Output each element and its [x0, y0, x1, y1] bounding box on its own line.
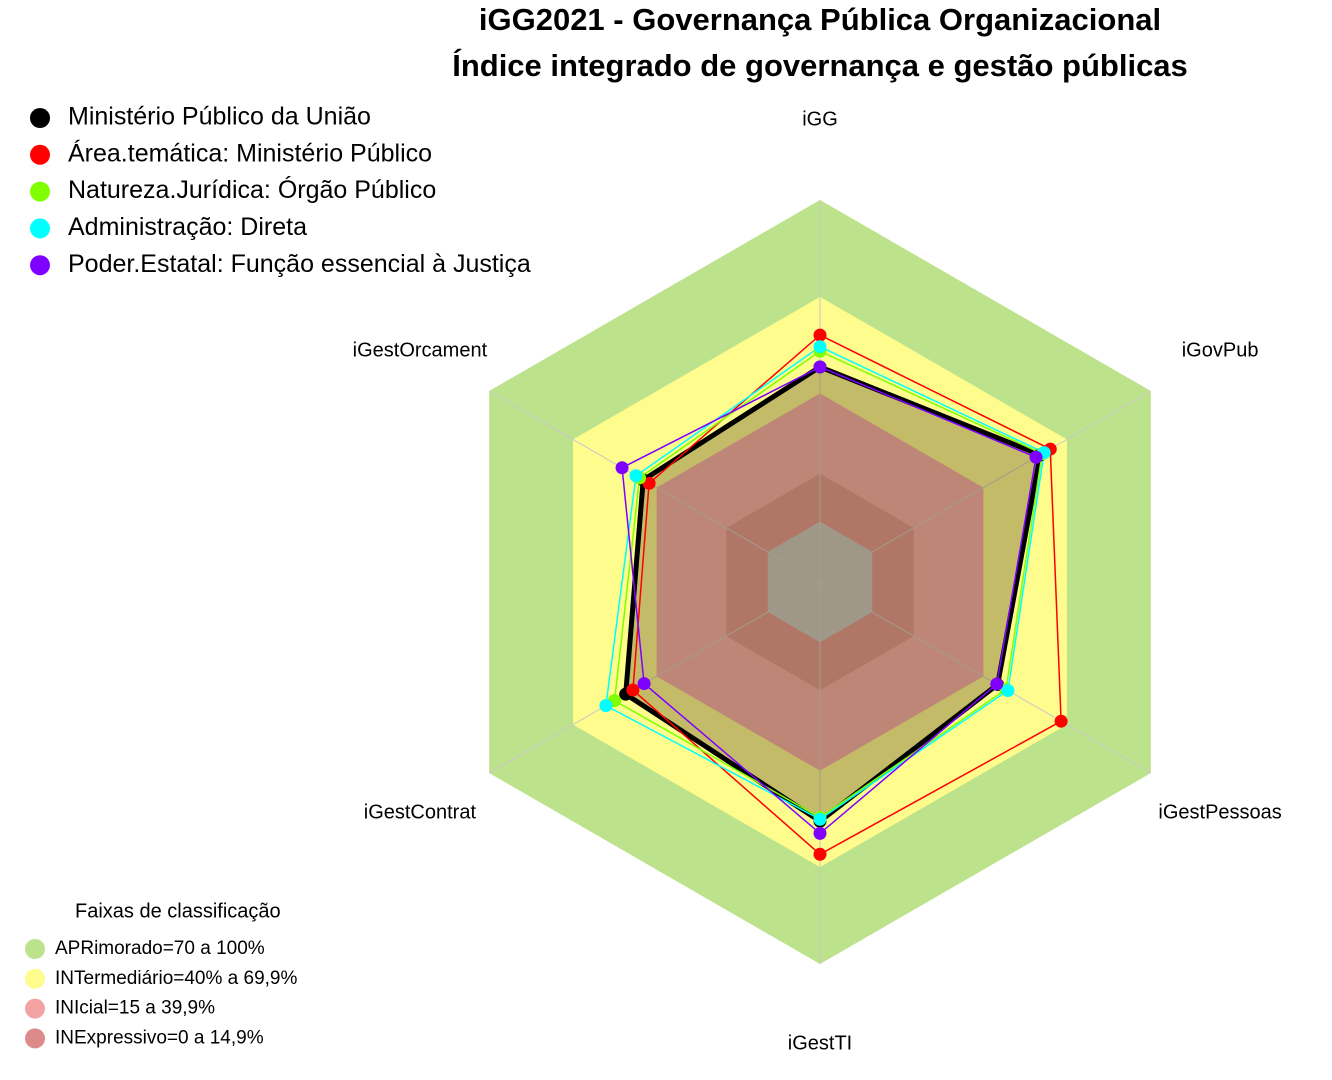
band-legend-label: APRimorado=70 a 100% — [55, 938, 265, 959]
legend-marker — [30, 218, 50, 239]
series-point — [1001, 683, 1015, 697]
band-legend-label: INExpressivo=0 a 14,9% — [55, 1027, 264, 1048]
legend-marker — [30, 181, 50, 202]
bands-title: Faixas de classificação — [75, 900, 281, 922]
series-point — [813, 328, 827, 342]
legend-marker — [30, 108, 50, 128]
band-legend-marker — [25, 939, 45, 959]
series-point — [642, 476, 656, 490]
series-point — [1054, 714, 1068, 728]
axis-label: iGG — [802, 108, 838, 130]
band-legend-label: INTermediário=40% a 69,9% — [55, 968, 297, 989]
series-point — [615, 461, 629, 475]
band-legend-marker — [25, 1028, 45, 1049]
series-point — [1029, 450, 1043, 464]
legend-label: Administração: Direta — [68, 213, 307, 241]
series-area — [625, 366, 1041, 822]
spoke — [819, 390, 1152, 583]
series-point — [629, 469, 643, 483]
series-point — [813, 847, 827, 861]
series-point — [813, 826, 827, 840]
legend-label: Área.temática: Ministério Público — [68, 138, 432, 167]
band-legend-label: INIcial=15 a 39,9% — [55, 998, 215, 1019]
axis-label: iGestTI — [788, 1032, 852, 1054]
spoke — [488, 581, 821, 774]
series-point — [637, 677, 651, 691]
band-legend-marker — [25, 998, 45, 1019]
series-point — [813, 340, 827, 354]
legend-marker — [30, 255, 50, 276]
axis-label: iGestContrat — [364, 801, 477, 823]
spoke — [819, 581, 1152, 774]
band-legend-marker — [25, 968, 45, 989]
chart-title: iGG2021 - Governança Pública Organizacio… — [479, 2, 1161, 37]
legend-marker — [30, 144, 50, 165]
legend-label: Natureza.Jurídica: Órgão Público — [68, 175, 436, 204]
series-point — [599, 699, 613, 713]
legend-label: Ministério Público da União — [68, 103, 371, 131]
series-point — [626, 683, 640, 697]
series-point — [990, 677, 1004, 691]
axis-label: iGovPub — [1182, 339, 1259, 361]
series-point — [813, 360, 827, 374]
legend-label: Poder.Estatal: Função essencial à Justiç… — [68, 250, 531, 278]
axis-label: iGestOrcament — [353, 339, 488, 361]
series-point — [813, 812, 827, 826]
axis-label: iGestPessoas — [1158, 801, 1281, 823]
chart-subtitle: Índice integrado de governança e gestão … — [452, 48, 1188, 83]
